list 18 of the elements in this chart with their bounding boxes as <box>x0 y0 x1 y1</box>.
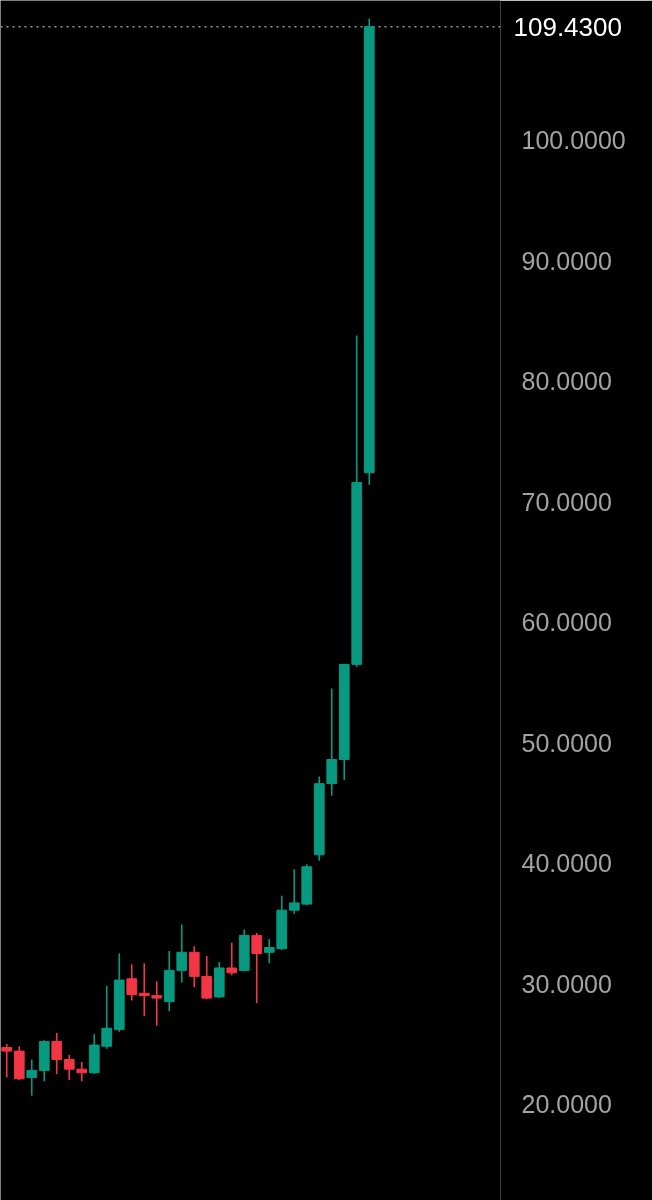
candlestick <box>63 1053 75 1081</box>
candlestick <box>1 1043 13 1079</box>
y-tick-label: 80.0000 <box>521 367 612 396</box>
candlestick <box>51 1032 63 1075</box>
candlestick <box>226 941 238 976</box>
y-tick-label: 100.0000 <box>521 126 626 155</box>
candlestick <box>251 932 263 1004</box>
y-tick-label: 30.0000 <box>521 969 612 998</box>
y-tick-label: 50.0000 <box>521 728 612 757</box>
y-tick-label: 20.0000 <box>521 1090 612 1119</box>
y-tick-label: 60.0000 <box>521 608 612 637</box>
y-tick-label: 90.0000 <box>521 246 612 275</box>
y-tick-label: 70.0000 <box>521 487 612 516</box>
candlestick <box>76 1061 88 1083</box>
candlestick <box>26 1058 38 1097</box>
candlestick <box>126 963 138 1002</box>
y-tick-label: 40.0000 <box>521 849 612 878</box>
ref-line-label: 109.4300 <box>513 11 622 42</box>
